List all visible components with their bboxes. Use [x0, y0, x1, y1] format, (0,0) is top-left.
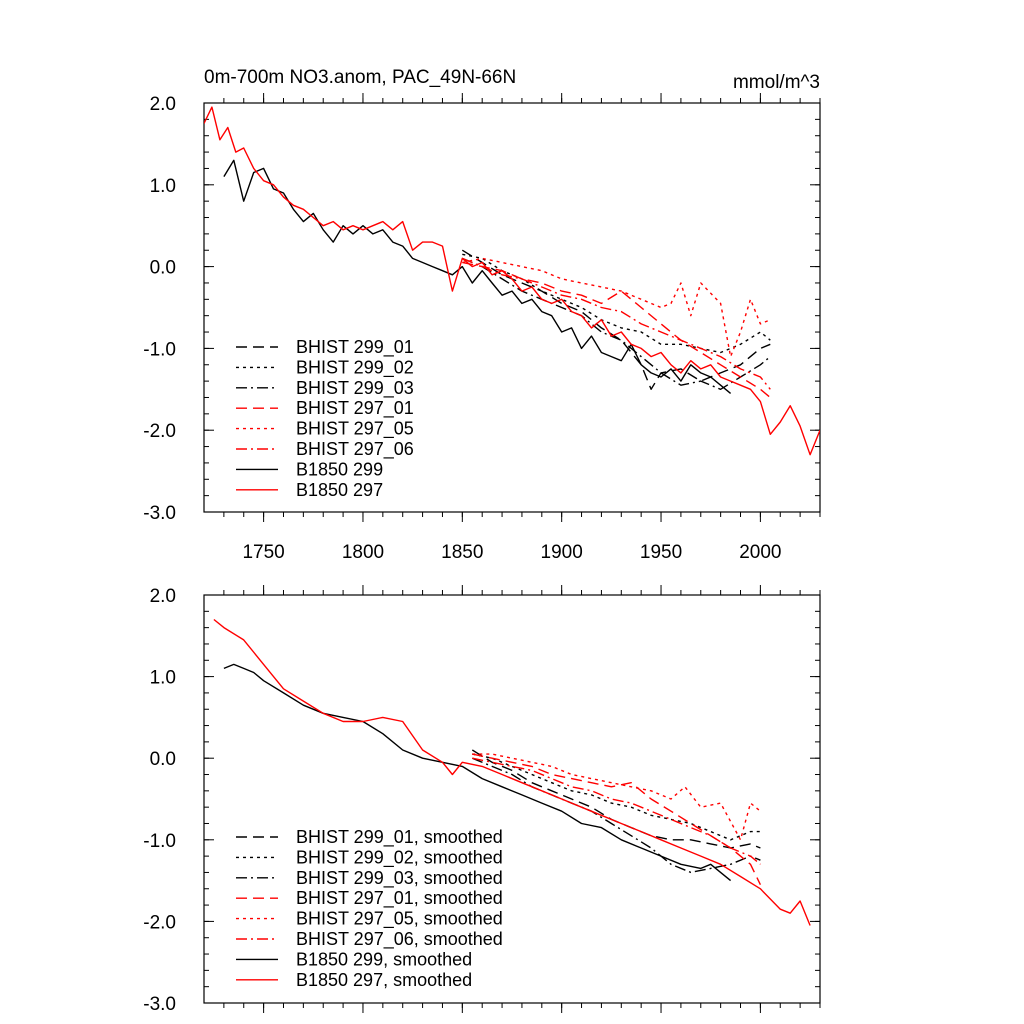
series-line-bhist-299-01-smoothed [471, 749, 761, 849]
x-tick-label: 1950 [640, 542, 682, 563]
y-tick-label: 0.0 [150, 749, 176, 770]
x-tick-label: 1850 [441, 542, 483, 563]
series-line-bhist-297-05 [462, 257, 771, 358]
series-line-bhist-299-01 [461, 249, 771, 390]
series-line-bhist-297-01-smoothed [472, 753, 762, 886]
bottom-panel: 2.0 1.0 0.0 -1.0 -2.0 -3.0 BHIST 299_01, smoot… [143, 585, 821, 1015]
legend-label: BHIST 299_03, smoothed [296, 868, 503, 889]
legend-label: B1850 299, smoothed [296, 949, 472, 969]
y-tick-label: 1.0 [150, 668, 176, 689]
series-line-bhist-299-03 [462, 257, 771, 390]
y-tick-label: 1.0 [150, 176, 176, 197]
x-tick-label: 1800 [342, 542, 384, 563]
legend-label: BHIST 297_06, smoothed [296, 929, 503, 950]
legend-label: BHIST 299_03 [296, 378, 414, 399]
series-line-bhist-297-05-smoothed [472, 753, 761, 841]
legend-label: BHIST 299_02, smoothed [296, 847, 503, 868]
y-tick-label: -2.0 [143, 912, 176, 933]
x-tick-label: 1900 [541, 542, 583, 563]
legend-label: BHIST 297_05 [296, 419, 414, 440]
legend-label: BHIST 297_05, smoothed [296, 909, 503, 930]
chart-units: mmol/m^3 [733, 72, 820, 93]
y-tick-label: -3.0 [143, 503, 176, 524]
y-tick-label: -1.0 [143, 339, 176, 360]
y-tick-label: -3.0 [143, 994, 176, 1015]
x-tick-label: 2000 [739, 542, 781, 563]
y-tick-label: -1.0 [143, 831, 176, 852]
legend-label: B1850 299 [296, 459, 383, 479]
y-tick-label: 2.0 [150, 94, 176, 115]
legend-label: BHIST 299_01 [296, 337, 414, 358]
x-tick-label: 1750 [242, 542, 284, 563]
plot-frame [203, 102, 821, 513]
plot-frame [203, 594, 821, 1004]
series-line-b1850-297 [204, 106, 820, 456]
legend-label: BHIST 297_06 [296, 439, 414, 460]
series-line-bhist-297-06-smoothed [472, 757, 761, 865]
series-line-bhist-299-03-smoothed [472, 757, 761, 874]
legend-label: B1850 297 [296, 480, 383, 500]
y-tick-label: 2.0 [150, 586, 176, 607]
legend-label: BHIST 299_02 [296, 357, 414, 378]
series-line-b1850-299 [223, 159, 732, 394]
y-tick-label: 0.0 [150, 258, 176, 279]
legend-label: BHIST 297_01, smoothed [296, 888, 503, 909]
series-line-bhist-297-06 [462, 257, 771, 390]
y-tick-label: -2.0 [143, 421, 176, 442]
chart-title: 0m-700m NO3.anom, PAC_49N-66N [204, 67, 516, 88]
legend-label: BHIST 299_01, smoothed [296, 827, 503, 848]
series-line-b1850-299-smoothed [223, 663, 732, 882]
series-line-b1850-297-smoothed [213, 618, 811, 926]
series-line-bhist-297-01 [462, 261, 771, 399]
top-panel: 0m-700m NO3.anom, PAC_49N-66N mmol/m^3 2… [143, 67, 821, 563]
legend-label: BHIST 297_01 [296, 398, 414, 419]
legend-label: B1850 297, smoothed [296, 970, 472, 990]
